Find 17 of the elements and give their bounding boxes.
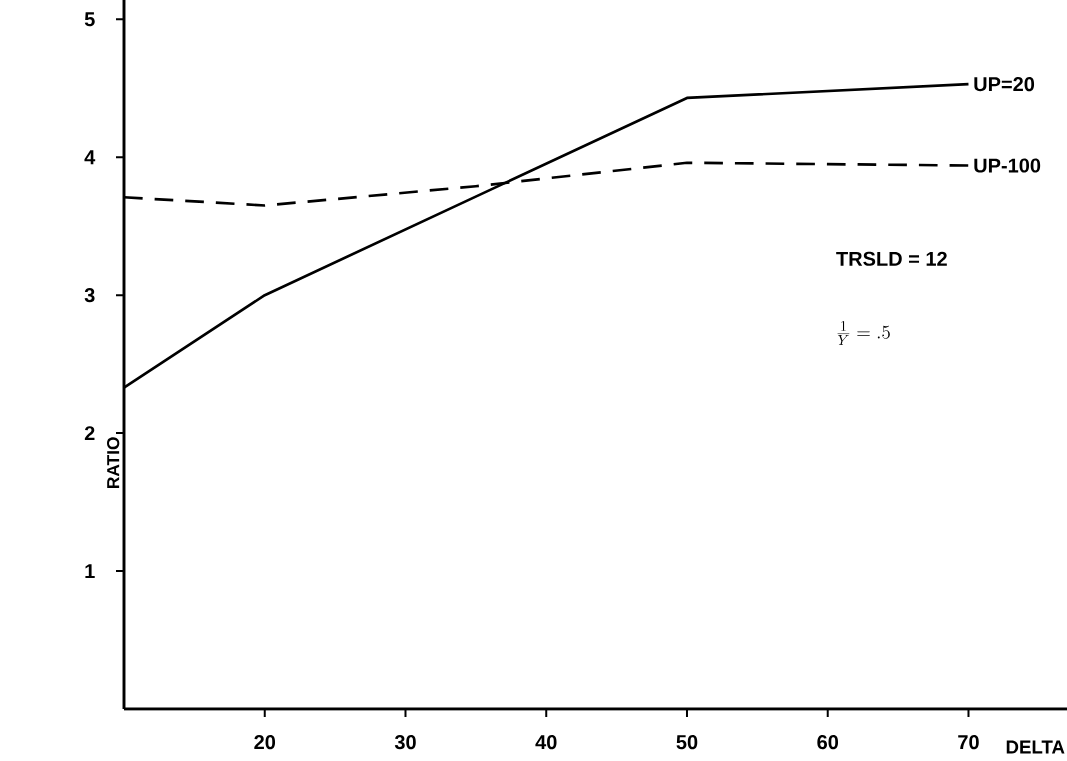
x-tick-label: 40: [535, 735, 557, 750]
y-tick-label: 5: [84, 12, 95, 27]
y-tick-label: 4: [84, 150, 96, 165]
x-axis-title: DELTA: [1006, 740, 1065, 754]
x-tick-label: 60: [817, 735, 839, 750]
x-tick-label: 20: [254, 735, 276, 750]
annotation: TRSLD = 12: [836, 251, 947, 266]
annotation: $\frac{1}{Y} = .5$: [837, 321, 890, 346]
y-tick-label: 3: [84, 288, 95, 303]
series-label: UP=20: [974, 77, 1035, 92]
y-tick-label: 2: [84, 426, 95, 441]
series-label: UP-100: [974, 158, 1041, 173]
x-tick-label: 70: [958, 735, 979, 750]
y-axis-title: RATIO: [107, 437, 120, 489]
y-tick-label: 1: [85, 564, 95, 578]
x-tick-label: 50: [676, 735, 698, 750]
x-tick-label: 30: [394, 735, 416, 750]
